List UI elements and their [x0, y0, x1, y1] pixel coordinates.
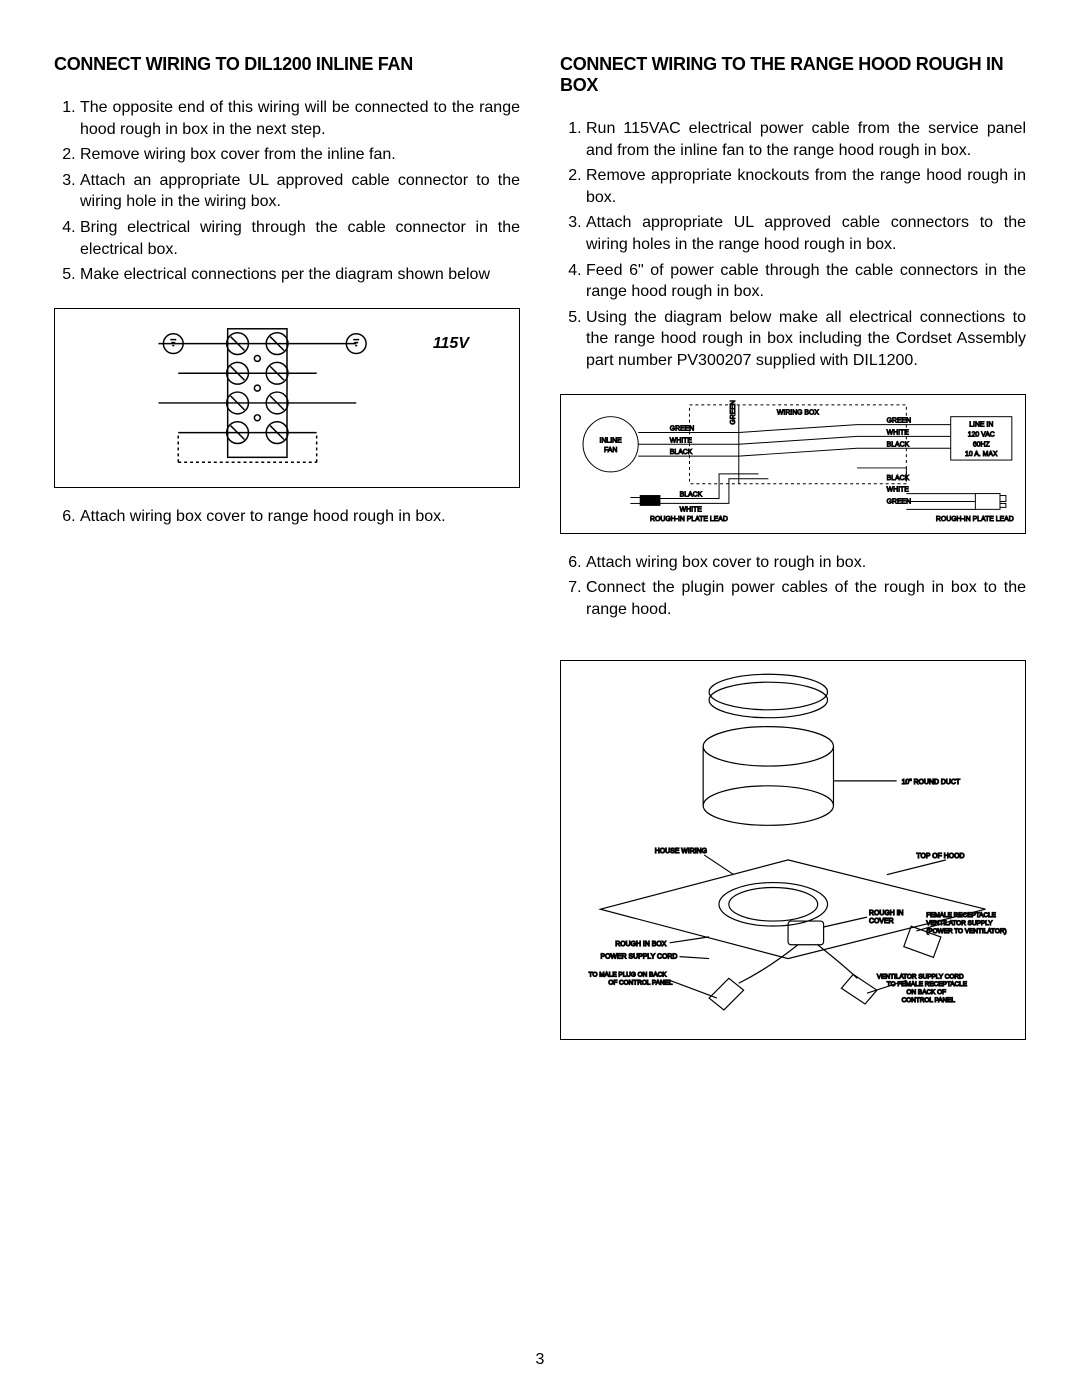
rough-box-label: ROUGH IN BOX: [615, 941, 666, 948]
round-duct-label: 10" ROUND DUCT: [902, 779, 961, 786]
assembly-diagram: 10" ROUND DUCT HOUSE WIRING TOP OF HOOD: [560, 660, 1026, 1040]
right-steps-a: Run 115VAC electrical power cable from t…: [560, 118, 1026, 372]
right-step-2: Remove appropriate knockouts from the ra…: [586, 165, 1026, 208]
left-step-4: Bring electrical wiring through the cabl…: [80, 217, 520, 260]
female-label2: VENTILATOR SUPPLY: [926, 920, 993, 927]
plug-black: BLACK: [680, 491, 703, 498]
right-steps-b: Attach wiring box cover to rough in box.…: [560, 552, 1026, 621]
linein-label: LINE IN: [969, 421, 993, 428]
inline-label-2: FAN: [604, 447, 617, 454]
page: CONNECT WIRING TO DIL1200 INLINE FAN The…: [0, 0, 1080, 1397]
vent-cord-label4: CONTROL PANEL: [902, 997, 956, 1004]
left-steps-b: Attach wiring box cover to range hood ro…: [54, 506, 520, 528]
wiring-svg: WIRING BOX INLINE FAN LINE IN 120 VAC 60…: [561, 395, 1025, 533]
rough-cover-label2: COVER: [869, 918, 894, 925]
out-green: GREEN: [887, 498, 911, 505]
left-column: CONNECT WIRING TO DIL1200 INLINE FAN The…: [54, 54, 520, 1058]
right-green: GREEN: [887, 417, 911, 424]
right-step-4: Feed 6" of power cable through the cable…: [586, 260, 1026, 303]
v120-label: 120 VAC: [968, 431, 995, 438]
right-step-5: Using the diagram below make all electri…: [586, 307, 1026, 372]
right-white: WHITE: [887, 429, 910, 436]
right-step-6: Attach wiring box cover to rough in box.: [586, 552, 1026, 574]
left-step-2: Remove wiring box cover from the inline …: [80, 144, 520, 166]
rough-cover-label: ROUGH IN: [869, 910, 904, 917]
rough-right: ROUGH-IN PLATE LEAD: [936, 516, 1014, 523]
right-black: BLACK: [887, 441, 910, 448]
right-step-7: Connect the plugin power cables of the r…: [586, 577, 1026, 620]
out-white: WHITE: [887, 486, 910, 493]
plug-white: WHITE: [680, 506, 703, 513]
left-step-1: The opposite end of this wiring will be …: [80, 97, 520, 140]
vent-cord-label1: VENTILATOR SUPPLY CORD: [877, 974, 964, 981]
left-title: CONNECT WIRING TO DIL1200 INLINE FAN: [54, 54, 520, 75]
female-label3: (POWER TO VENTILATOR): [926, 928, 1006, 935]
voltage-label: 115V: [433, 335, 469, 353]
right-step-3: Attach appropriate UL approved cable con…: [586, 212, 1026, 255]
left-step-6: Attach wiring box cover to range hood ro…: [80, 506, 520, 528]
two-column-layout: CONNECT WIRING TO DIL1200 INLINE FAN The…: [54, 54, 1026, 1058]
left-step-3: Attach an appropriate UL approved cable …: [80, 170, 520, 213]
left-black: BLACK: [670, 449, 693, 456]
rough-left: ROUGH-IN PLATE LEAD: [650, 516, 728, 523]
left-steps-a: The opposite end of this wiring will be …: [54, 97, 520, 286]
inline-label-1: INLINE: [600, 437, 623, 444]
amps-label: 10 A. MAX: [965, 451, 998, 458]
vent-cord-label2: TO FEMALE RECEPTACLE: [887, 982, 967, 989]
hz-label: 60HZ: [973, 441, 990, 448]
right-column: CONNECT WIRING TO THE RANGE HOOD ROUGH I…: [560, 54, 1026, 1058]
left-step-5: Make electrical connections per the diag…: [80, 264, 520, 286]
male-plug-label1: TO MALE PLUG ON BACK: [589, 972, 668, 979]
page-number: 3: [0, 1351, 1080, 1369]
vent-cord-label3: ON BACK OF: [907, 989, 947, 996]
left-green: GREEN: [670, 425, 694, 432]
male-plug-label2: OF CONTROL PANEL: [608, 980, 673, 987]
left-white: WHITE: [670, 437, 693, 444]
wiring-diagram: WIRING BOX INLINE FAN LINE IN 120 VAC 60…: [560, 394, 1026, 534]
wiring-box-label: WIRING BOX: [777, 409, 819, 416]
female-label1: FEMALE RECEPTACLE: [926, 912, 996, 919]
out-black: BLACK: [887, 474, 910, 481]
right-step-1: Run 115VAC electrical power cable from t…: [586, 118, 1026, 161]
assembly-svg: 10" ROUND DUCT HOUSE WIRING TOP OF HOOD: [561, 661, 1025, 1039]
right-title: CONNECT WIRING TO THE RANGE HOOD ROUGH I…: [560, 54, 1026, 96]
center-green: GREEN: [730, 400, 737, 424]
terminal-block-diagram: 115V: [54, 308, 520, 488]
top-hood-label: TOP OF HOOD: [916, 853, 964, 860]
power-cord-label: POWER SUPPLY CORD: [600, 954, 677, 961]
house-wiring-label: HOUSE WIRING: [655, 848, 707, 855]
